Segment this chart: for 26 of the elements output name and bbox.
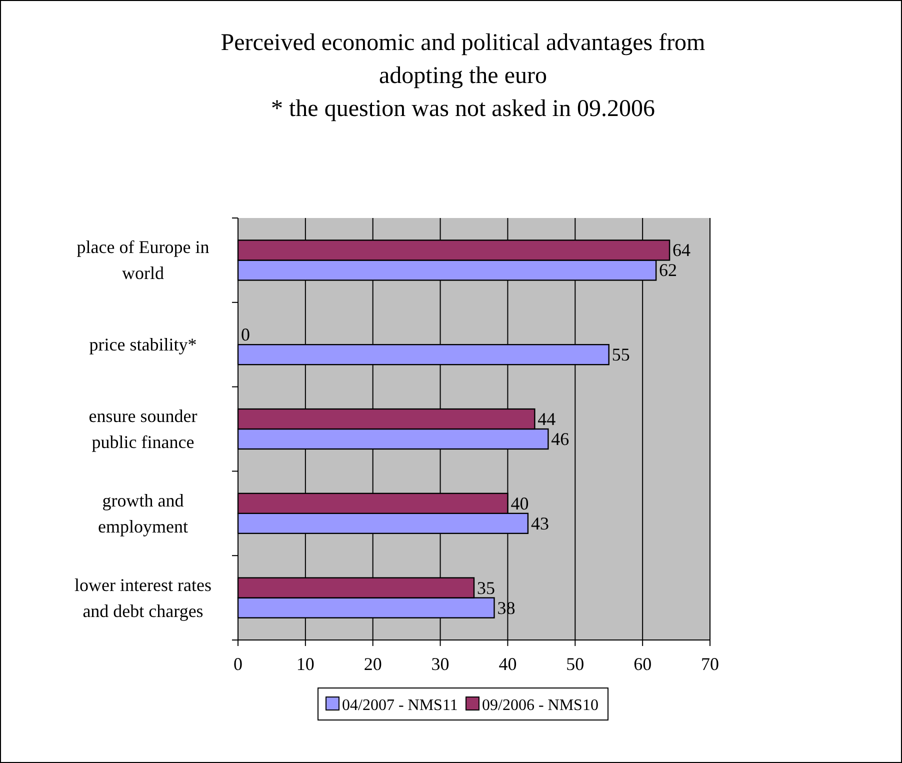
x-tick-label: 60 bbox=[634, 654, 652, 674]
data-label: 35 bbox=[477, 578, 495, 598]
legend-label: 04/2007 - NMS11 bbox=[342, 697, 458, 714]
x-tick-label: 50 bbox=[566, 654, 584, 674]
y-tick-label: place of Europe in world bbox=[76, 237, 210, 284]
x-tick-label: 40 bbox=[498, 654, 517, 674]
x-tick-label: 70 bbox=[701, 654, 719, 674]
y-tick-label: ensure sounder public finance bbox=[88, 406, 198, 452]
data-label: 43 bbox=[530, 513, 549, 534]
y-tick-label: growth and employment bbox=[98, 490, 188, 536]
x-tick-label: 30 bbox=[431, 654, 450, 674]
data-label: 64 bbox=[672, 240, 691, 260]
data-label: 62 bbox=[659, 260, 678, 280]
y-tick-label: lower interest rates and debt charges bbox=[74, 574, 212, 621]
data-label: 40 bbox=[510, 493, 529, 514]
data-label: 55 bbox=[612, 344, 630, 365]
x-tick-label: 0 bbox=[234, 654, 242, 674]
data-label: 0 bbox=[241, 324, 250, 345]
x-tick-label: 20 bbox=[364, 654, 382, 674]
legend-label: 09/2006 - NMS10 bbox=[482, 697, 598, 714]
chart-subtitle: * the question was not asked in 09.2006 bbox=[271, 96, 655, 122]
x-tick-label: 10 bbox=[296, 654, 314, 674]
y-tick-label: price stability* bbox=[89, 334, 197, 355]
data-label: 46 bbox=[551, 429, 570, 449]
chart-title: Perceived economic and political advantages from adopting the euro bbox=[220, 30, 706, 89]
data-label: 44 bbox=[538, 409, 556, 429]
